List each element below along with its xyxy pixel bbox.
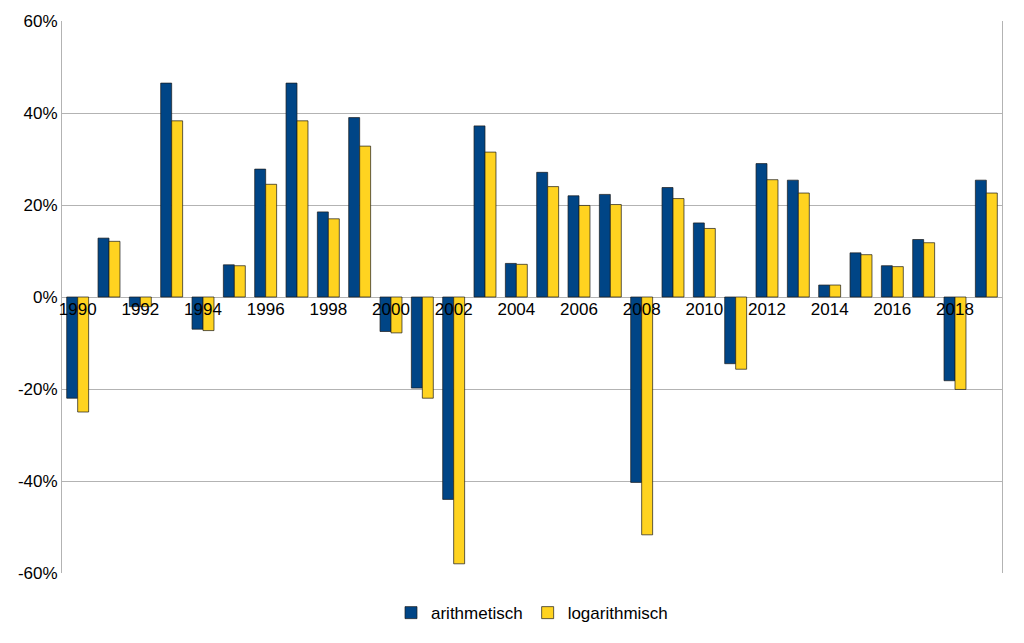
svg-text:arithmetisch: arithmetisch [431, 604, 523, 623]
svg-text:1998: 1998 [309, 300, 347, 319]
svg-text:40%: 40% [24, 104, 58, 123]
svg-text:1994: 1994 [184, 300, 222, 319]
svg-text:1992: 1992 [121, 300, 159, 319]
svg-text:-20%: -20% [18, 380, 58, 399]
svg-text:2008: 2008 [623, 300, 661, 319]
svg-text:logarithmisch: logarithmisch [568, 604, 668, 623]
svg-text:2014: 2014 [811, 300, 849, 319]
svg-text:-40%: -40% [18, 472, 58, 491]
svg-text:2012: 2012 [748, 300, 786, 319]
svg-text:60%: 60% [24, 12, 58, 31]
svg-text:-60%: -60% [18, 564, 58, 583]
svg-text:2016: 2016 [873, 300, 911, 319]
svg-text:2006: 2006 [560, 300, 598, 319]
svg-text:2004: 2004 [497, 300, 535, 319]
svg-text:0%: 0% [33, 288, 58, 307]
svg-text:20%: 20% [24, 196, 58, 215]
svg-text:2018: 2018 [936, 300, 974, 319]
svg-text:1990: 1990 [59, 300, 97, 319]
svg-text:2002: 2002 [435, 300, 473, 319]
svg-text:2010: 2010 [685, 300, 723, 319]
svg-text:2000: 2000 [372, 300, 410, 319]
svg-text:1996: 1996 [247, 300, 285, 319]
